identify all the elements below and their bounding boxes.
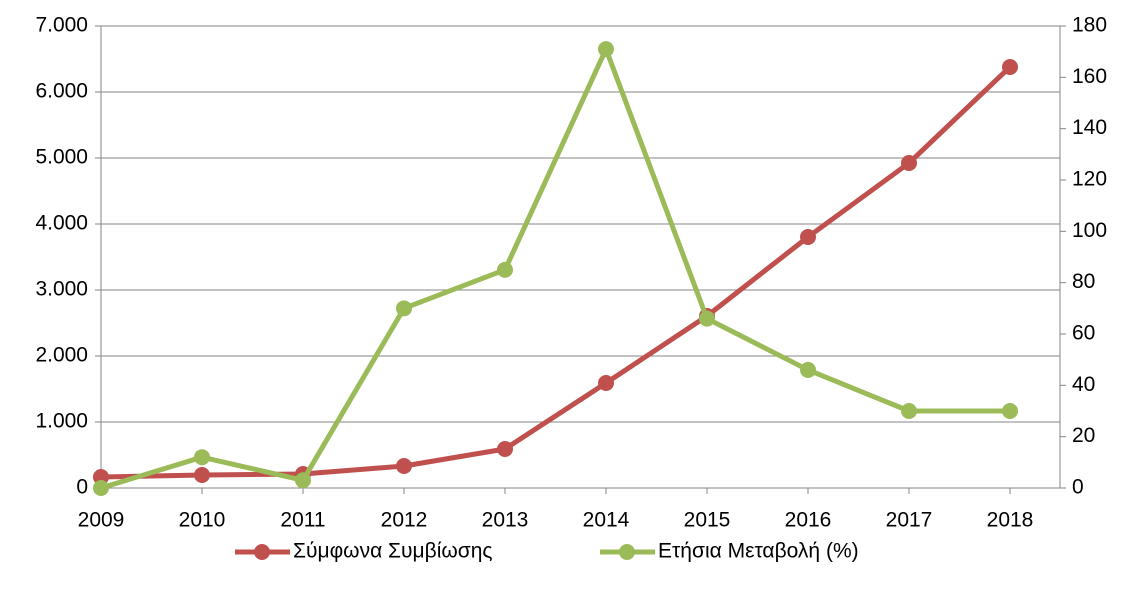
y-tick-label: 5.000	[35, 146, 88, 169]
y2-tick-label: 100	[1072, 219, 1107, 242]
data-point	[396, 458, 412, 475]
y-tick-label: 4.000	[35, 212, 88, 235]
y-tick-label: 2.000	[35, 344, 88, 367]
data-point	[800, 229, 816, 246]
y-tick-label: 7.000	[35, 14, 88, 37]
legend-marker	[619, 544, 635, 560]
y-tick-label: 0	[76, 476, 88, 499]
data-point	[901, 403, 917, 419]
data-point	[598, 374, 614, 391]
data-point	[93, 480, 109, 496]
x-tick-label: 2018	[987, 509, 1034, 532]
data-point	[396, 300, 412, 317]
y-tick-label: 3.000	[35, 278, 88, 301]
legend-marker	[254, 544, 270, 560]
series-line	[100, 46, 1010, 491]
x-tick-label: 2013	[482, 509, 529, 532]
y2-tick-label: 80	[1072, 270, 1095, 293]
data-point	[194, 449, 210, 466]
data-point	[497, 261, 513, 278]
legend-label: Ετήσια Μεταβολή (%)	[658, 540, 859, 563]
x-tick-label: 2017	[886, 509, 933, 532]
x-tick-label: 2009	[78, 509, 125, 532]
data-point	[93, 468, 109, 485]
y2-tick-label: 160	[1072, 65, 1107, 88]
legend-label: Σύμφωνα Συμβίωσης	[293, 540, 493, 563]
x-tick-label: 2011	[280, 509, 325, 532]
data-point	[194, 466, 210, 483]
y2-tick-label: 140	[1072, 116, 1107, 139]
data-point	[800, 361, 816, 378]
y2-tick-label: 120	[1072, 168, 1107, 191]
y2-tick-label: 40	[1072, 373, 1095, 396]
x-tick-label: 2014	[583, 509, 630, 532]
data-point	[598, 41, 614, 58]
series-line	[100, 65, 1012, 480]
y2-tick-label: 180	[1072, 14, 1107, 37]
x-tick-label: 2016	[785, 509, 832, 532]
y2-tick-label: 20	[1072, 424, 1095, 447]
data-point	[699, 310, 715, 327]
x-tick-label: 2015	[684, 509, 731, 532]
data-point	[497, 440, 513, 457]
y-tick-label: 6.000	[35, 80, 88, 103]
data-point	[901, 155, 917, 172]
data-point	[1002, 58, 1018, 75]
x-tick-label: 2010	[179, 509, 226, 532]
x-tick-label: 2012	[381, 509, 428, 532]
y2-tick-label: 60	[1072, 322, 1095, 345]
data-point	[295, 472, 311, 489]
data-point	[1002, 403, 1018, 419]
y-tick-label: 1.000	[35, 410, 88, 433]
y2-tick-label: 0	[1072, 476, 1084, 499]
